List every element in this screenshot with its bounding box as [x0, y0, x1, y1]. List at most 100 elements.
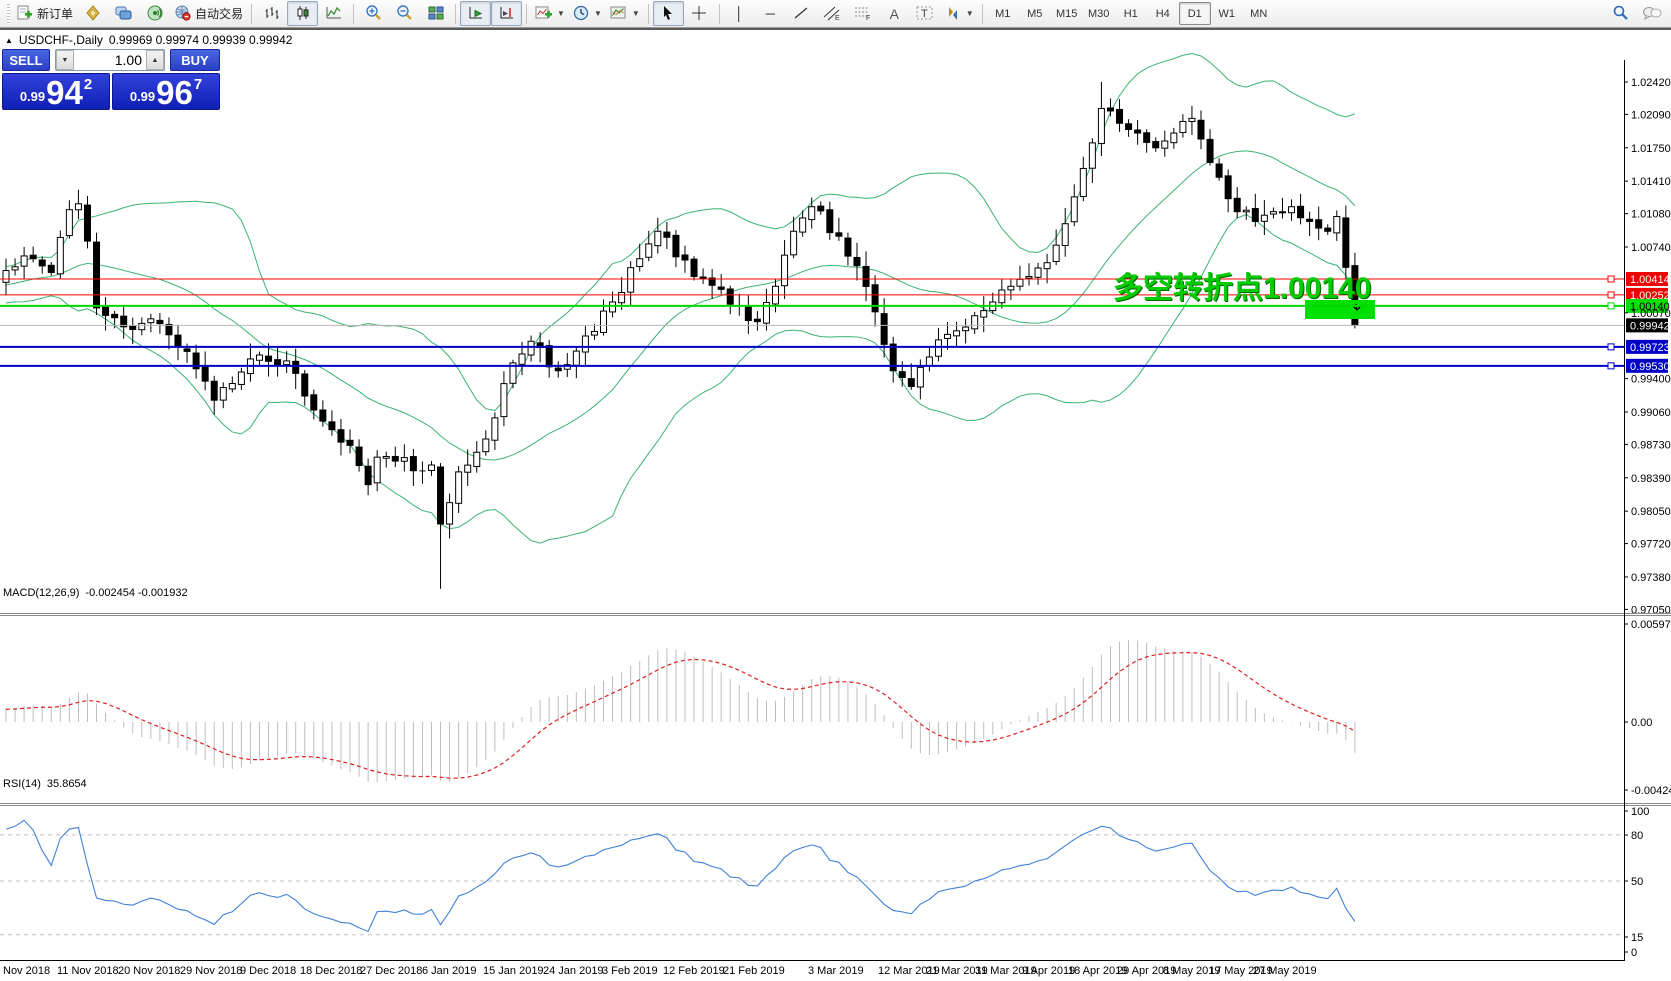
indicators-button[interactable]: ▼ [531, 1, 569, 26]
price-axis-label: 0.98390 [1631, 473, 1671, 485]
buy-price-button[interactable]: 0.99 96 7 [112, 73, 220, 110]
templates-button[interactable]: ▼ [606, 1, 644, 26]
sell-price-button[interactable]: 0.99 94 2 [2, 73, 110, 110]
cursor-button[interactable] [652, 1, 684, 26]
timeframe-m15-button[interactable]: M15 [1056, 7, 1078, 20]
shapes-arrows-icon [945, 5, 961, 23]
autotrading-button[interactable]: 自动交易 [170, 1, 247, 26]
horizontal-line-tool-button[interactable]: ─ [755, 1, 786, 26]
sell-button[interactable]: SELL [2, 49, 50, 71]
price-axis-label: 0.97720 [1631, 539, 1671, 551]
zoom-in-button[interactable] [358, 1, 389, 26]
trendline-tool-button[interactable] [786, 1, 817, 26]
rsi-axis-label: 50 [1631, 876, 1643, 888]
volume-decrease-button[interactable]: ▼ [56, 50, 74, 70]
buy-button[interactable]: BUY [170, 49, 220, 71]
shapes-tool-button[interactable]: ▼ [941, 1, 978, 26]
price-line-object[interactable]: 1.00252 [0, 287, 1670, 302]
line-chart-type-button[interactable] [318, 1, 349, 26]
signal-waves-button[interactable] [139, 1, 170, 26]
price-line-handle [1607, 362, 1615, 370]
price-line-handle [1607, 343, 1615, 351]
buy-price-pip-digit: 7 [193, 76, 203, 93]
chat-button[interactable] [1636, 1, 1667, 26]
macd-axis-label: 0.00597 [1631, 619, 1671, 631]
zoom-out-button[interactable] [389, 1, 420, 26]
time-axis-label: 11 Nov 2018 [57, 965, 119, 977]
rsi-line [5, 819, 1356, 933]
text-tool-button[interactable]: A [879, 1, 910, 26]
chart-title: ▲ USDCHF-,Daily 0.99969 0.99974 0.99939 … [5, 33, 292, 47]
current-price-badge [1626, 318, 1668, 333]
price-line-badge [1626, 339, 1668, 354]
price-axis-label: 1.02420 [1631, 77, 1671, 89]
collapse-triangle-icon[interactable]: ▲ [5, 35, 13, 45]
equidistant-channel-tool-button[interactable]: E [817, 1, 848, 26]
main-toolbar: 新订单 自动交易 [0, 0, 1671, 28]
timeframe-m30-button[interactable]: M30 [1088, 7, 1110, 20]
timeframe-mn-button[interactable]: MN [1250, 7, 1268, 20]
dropdown-caret-icon: ▼ [965, 9, 974, 18]
chart-shift-button[interactable] [491, 1, 523, 26]
timeframe-d1-button[interactable]: D1 [1178, 2, 1211, 25]
timeframe-m5-button[interactable]: M5 [1027, 7, 1043, 20]
toolbar-grip [7, 3, 10, 24]
time-axis-label: 3 Feb 2019 [602, 965, 658, 977]
price-axis-label: 1.01080 [1631, 209, 1671, 221]
toolbar-separator [251, 3, 253, 24]
crosshair-button[interactable] [684, 1, 715, 26]
chart-annotation: 多空转折点1.00140 [1113, 272, 1372, 305]
vertical-line-icon: │ [735, 6, 744, 21]
volume-input[interactable] [74, 50, 146, 70]
chart-window[interactable]: 1.00414 1.00252 1.00140 0.99723 0.99530 0.999… [0, 28, 1671, 977]
price-line-object[interactable]: 1.00414 [0, 272, 1670, 287]
macd-histogram [5, 640, 1356, 783]
macd-signal-line [5, 652, 1356, 779]
price-line-badge [1626, 272, 1668, 287]
text-label-tool-button[interactable]: T [910, 1, 941, 26]
search-button[interactable] [1605, 1, 1636, 26]
volume-stepper: ▼ ▲ [55, 49, 165, 71]
price-axis-label: 0.97050 [1631, 604, 1671, 616]
timeframe-m1-button[interactable]: M1 [995, 7, 1011, 20]
auto-scroll-button[interactable] [460, 1, 492, 26]
dropdown-caret-icon: ▼ [631, 9, 640, 18]
price-axis-label: 1.01750 [1631, 143, 1671, 155]
bar-chart-type-button[interactable] [256, 1, 287, 26]
fibonacci-tool-button[interactable]: F [848, 1, 879, 26]
price-line-handle [1607, 302, 1615, 310]
chat-windows-button[interactable] [108, 1, 139, 26]
toolbar-separator [718, 3, 720, 24]
timeframe-h4-button[interactable]: H4 [1155, 7, 1170, 20]
new-order-button[interactable]: 新订单 [13, 1, 77, 26]
vertical-line-tool-button[interactable]: │ [724, 1, 755, 26]
sell-price-big-digits: 94 [46, 73, 83, 111]
timeframe-h1-button[interactable]: H1 [1123, 7, 1138, 20]
price-line-object[interactable]: 0.99530 [0, 358, 1670, 373]
timeframe-w1-button[interactable]: W1 [1218, 7, 1235, 20]
rsi-axis-label: 0 [1631, 947, 1637, 959]
volume-increase-button[interactable]: ▲ [146, 50, 164, 70]
periods-button[interactable]: ▼ [569, 1, 606, 26]
periods-clock-icon [573, 5, 589, 23]
chat-windows-icon [115, 5, 132, 23]
svg-text:F: F [866, 15, 870, 21]
candlestick-chart-type-button[interactable] [287, 1, 319, 26]
candles-layer[interactable] [2, 82, 1359, 589]
equidistant-channel-icon: E [823, 5, 841, 23]
svg-text:0.99530: 0.99530 [1630, 361, 1670, 373]
tile-windows-button[interactable] [420, 1, 451, 26]
time-axis-label: 6 Jan 2019 [422, 965, 476, 977]
candlestick-chart-icon [295, 5, 311, 23]
crosshair-icon [691, 5, 707, 23]
search-icon [1612, 4, 1629, 23]
gold-pouch-button[interactable] [77, 1, 108, 26]
price-line-object[interactable]: 1.00140 [0, 298, 1670, 313]
price-axis-label: 1.00070 [1631, 308, 1671, 320]
highlight-box[interactable] [1305, 300, 1375, 319]
toolbar-separator [353, 3, 355, 24]
chart-canvas[interactable]: 1.004141.002521.001400.997230.995300.999… [0, 30, 1671, 981]
price-axis-label: 0.98050 [1631, 506, 1671, 518]
new-order-icon [17, 5, 33, 23]
price-line-object[interactable]: 0.99723 [0, 339, 1670, 354]
